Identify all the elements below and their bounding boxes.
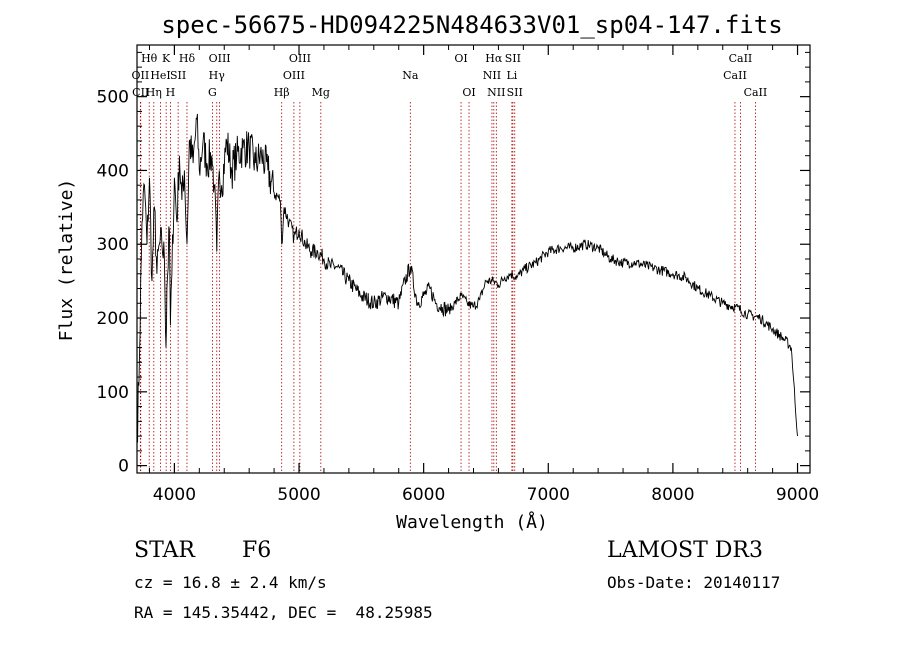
x-axis-title: Wavelength (Å) (396, 511, 548, 533)
line-label-15: Mg (312, 86, 330, 99)
line-label-24: SII (507, 86, 523, 99)
y-tick-label-300: 300 (97, 235, 129, 255)
line-label-20: NII (483, 69, 501, 82)
line-label-5: K (162, 52, 171, 65)
y-axis-title: Flux (relative) (56, 179, 77, 342)
line-label-13: OIII (289, 52, 311, 65)
object-subclass: F6 (242, 538, 272, 563)
line-label-6: H (166, 86, 176, 99)
line-label-9: OIII (209, 52, 231, 65)
line-label-8: Hδ (179, 52, 196, 65)
line-label-27: CaII (744, 86, 768, 99)
line-label-16: Na (402, 69, 419, 82)
line-label-12: Hβ (274, 86, 290, 99)
line-label-14: OIII (283, 69, 305, 82)
line-label-3: Hη (146, 86, 162, 99)
x-tick-label-5000: 5000 (277, 485, 320, 505)
axes: 4000 5000 6000 7000 8000 9000 0 100 200 300 400 500 (97, 45, 819, 505)
line-label-23: Li (506, 69, 517, 82)
line-label-0: Hθ (141, 52, 158, 65)
x-tick-label-8000: 8000 (651, 485, 694, 505)
y-tick-label-100: 100 (97, 383, 129, 403)
observation-date: Obs-Date: 20140117 (607, 573, 781, 592)
line-label-18: OI (462, 86, 475, 99)
x-tick-label-6000: 6000 (402, 485, 445, 505)
line-label-26: CaII (723, 69, 747, 82)
line-label-25: CaII (729, 52, 753, 65)
survey-name: LAMOST DR3 (607, 538, 763, 563)
x-tick-label-7000: 7000 (527, 485, 570, 505)
object-class: STAR (134, 538, 195, 563)
x-tick-label-9000: 9000 (776, 485, 819, 505)
y-tick-label-400: 400 (97, 161, 129, 181)
line-label-11: G (208, 86, 217, 99)
plot-frame (136, 44, 811, 474)
x-tick-label-4000: 4000 (153, 485, 196, 505)
coordinates: RA = 145.35442, DEC = 48.25985 (134, 603, 433, 622)
y-tick-label-0: 0 (118, 457, 129, 477)
chart-title: spec-56675-HD094225N484633V01_sp04-147.f… (161, 11, 782, 39)
line-label-10: Hγ (209, 69, 226, 82)
y-tick-label-200: 200 (97, 309, 129, 329)
line-label-17: OI (454, 52, 467, 65)
redshift-cz: cz = 16.8 ± 2.4 km/s (134, 573, 327, 592)
line-label-4: HeI (150, 69, 170, 82)
flux-line (136, 113, 798, 444)
line-label-7: SII (170, 69, 186, 82)
line-label-1: OII (132, 69, 150, 82)
line-label-22: SII (505, 52, 521, 65)
flux-series (136, 113, 798, 444)
y-tick-label-500: 500 (97, 88, 129, 108)
line-label-19: Hα (485, 52, 503, 65)
line-label-21: NII (487, 86, 505, 99)
